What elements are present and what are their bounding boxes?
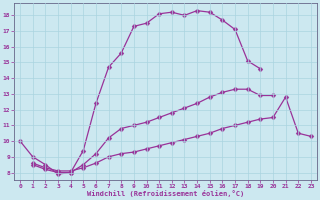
X-axis label: Windchill (Refroidissement éolien,°C): Windchill (Refroidissement éolien,°C) [87, 190, 244, 197]
